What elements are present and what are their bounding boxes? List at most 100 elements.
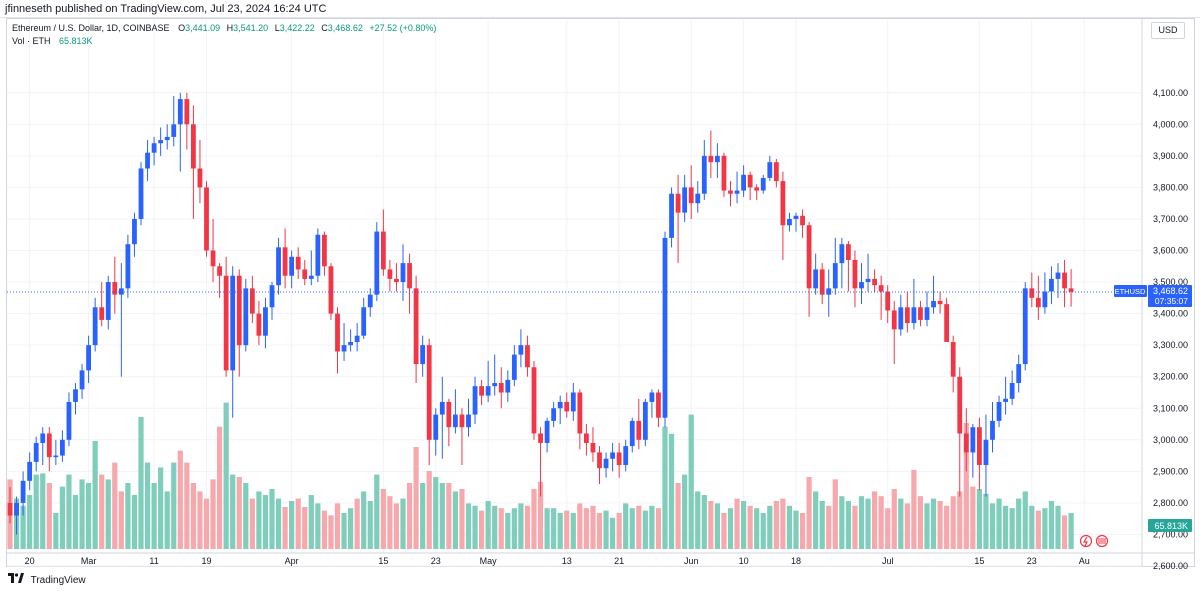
- volume-bar: [793, 510, 799, 549]
- volume-bar: [380, 489, 386, 549]
- candle-body: [426, 345, 432, 440]
- candle-body: [14, 502, 19, 516]
- candle-body: [695, 193, 701, 204]
- candle-body: [276, 247, 281, 286]
- volume-bar: [773, 501, 779, 549]
- dividends-icon[interactable]: [1079, 534, 1093, 548]
- candle-body: [885, 291, 891, 311]
- volume-tag-bg: [1148, 519, 1192, 532]
- high-label: H: [226, 23, 234, 33]
- volume-bar: [917, 496, 924, 549]
- volume-bar: [171, 462, 177, 549]
- last-price-label: 3,468.62: [1153, 286, 1188, 296]
- volume-bar: [315, 503, 321, 549]
- volume-bar: [367, 501, 373, 549]
- candle-body: [505, 379, 511, 393]
- candle-body: [891, 310, 897, 330]
- volume-bar: [125, 483, 131, 549]
- volume-bar: [537, 481, 544, 549]
- candle-body: [1029, 288, 1035, 298]
- volume-bar: [557, 513, 563, 549]
- candle-body: [787, 218, 792, 226]
- price-tick-label: 3,300.00: [1153, 340, 1188, 350]
- volume-bar: [498, 508, 504, 549]
- volume-bar: [852, 505, 858, 549]
- time-axis[interactable]: 20 Mar 11 19 Apr 15 23 May 13 21 Jun 10 18 Jul 15 23 Au: [7, 552, 1194, 566]
- volume-bar: [603, 510, 609, 549]
- price-tick-label: 2,700.00: [1153, 529, 1188, 539]
- volume-bar: [20, 505, 26, 549]
- time-tick-label: 15: [974, 556, 984, 566]
- volume-bar: [629, 508, 635, 549]
- open-label: O: [178, 23, 186, 33]
- candle-body: [79, 370, 85, 390]
- candle-body: [92, 307, 98, 346]
- volume-bar: [813, 491, 819, 549]
- candle-body: [662, 237, 668, 418]
- volume-bar: [727, 508, 734, 549]
- published-text: jfinneseth published on TradingView.com,…: [5, 3, 327, 15]
- volume-bar: [452, 491, 458, 549]
- price-tick-label: 2,800.00: [1153, 498, 1188, 508]
- candle-body: [420, 345, 426, 365]
- volume-bar: [623, 503, 629, 549]
- open-value: 3,441.09: [185, 23, 221, 33]
- volume-bar: [957, 491, 963, 549]
- candle-body: [315, 234, 321, 276]
- currency-button[interactable]: USD: [1151, 22, 1185, 39]
- time-tick-label: 23: [1027, 556, 1037, 566]
- volume-bar: [714, 503, 720, 549]
- candle-body: [564, 401, 570, 412]
- volume-bar: [361, 491, 367, 549]
- candle-body: [701, 155, 707, 194]
- candle-body: [289, 256, 295, 276]
- time-tick-label: Apr: [285, 556, 299, 566]
- candle-body: [27, 461, 33, 481]
- candle-body: [177, 99, 183, 125]
- volume-bar: [400, 498, 406, 549]
- candle-body: [1022, 288, 1028, 365]
- time-tick-label: 21: [614, 556, 624, 566]
- volume-bar: [590, 505, 596, 549]
- volume-bar: [865, 498, 871, 549]
- candle-body: [616, 452, 622, 466]
- volume-bar: [472, 505, 478, 549]
- volume-bar: [839, 496, 845, 549]
- candle-body: [433, 414, 439, 440]
- volume-bar: [144, 462, 151, 549]
- volume-bar: [485, 501, 491, 549]
- candle-body: [983, 439, 989, 466]
- volume-bar: [937, 501, 943, 549]
- volume-bar: [1029, 505, 1035, 549]
- price-tick-label: 2,600.00: [1153, 561, 1188, 571]
- volume-bar: [66, 474, 72, 549]
- volume-bar: [164, 491, 170, 549]
- event-icons[interactable]: [1079, 534, 1109, 548]
- volume-bar: [904, 503, 910, 549]
- volume-bar: [492, 505, 498, 549]
- volume-bar: [151, 483, 157, 549]
- candle-body: [164, 136, 170, 141]
- volume-bar: [177, 450, 183, 549]
- candle-body: [1062, 272, 1067, 289]
- volume-bar: [112, 462, 118, 549]
- candle-body: [374, 231, 380, 295]
- symbol-title[interactable]: Ethereum / U.S. Dollar, 1D, COINBASE: [12, 23, 170, 33]
- volume-label[interactable]: Vol · ETH: [12, 36, 51, 46]
- candle-body: [328, 266, 334, 314]
- chart-legend: Ethereum / U.S. Dollar, 1D, COINBASE O3,…: [12, 22, 436, 48]
- candle-body: [361, 307, 367, 336]
- candle-body: [747, 174, 753, 188]
- volume-bar: [858, 496, 865, 549]
- volume-tag: 65.813K: [1148, 519, 1192, 532]
- volume-bar: [354, 498, 360, 549]
- volume-bar: [295, 498, 301, 549]
- candle-body: [970, 427, 976, 453]
- volume-bar: [675, 483, 681, 549]
- volume-bar: [642, 510, 648, 549]
- volume-bar: [230, 474, 236, 549]
- volume-bar: [695, 491, 701, 549]
- volume-bar: [302, 507, 308, 549]
- price-axis[interactable]: 2,600.00 2,700.00 2,800.00 2,900.00 3,000.00…: [1141, 19, 1188, 571]
